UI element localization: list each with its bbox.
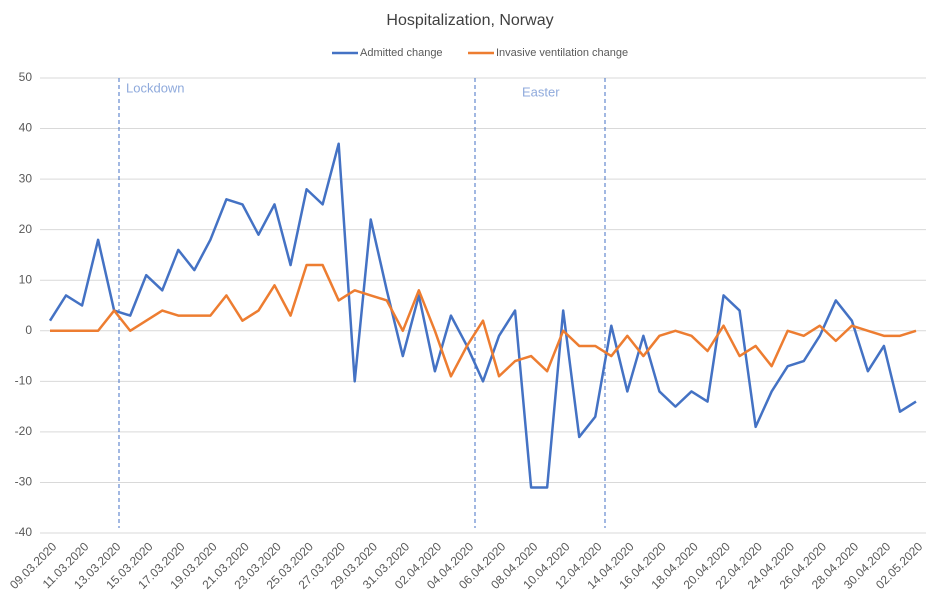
series-line [50,263,917,378]
series-line [48,142,917,489]
y-tick-label: -10 [15,374,33,388]
y-tick-label: 10 [19,272,33,286]
y-tick-label: 30 [19,171,33,185]
y-tick-label: 50 [19,70,33,84]
chart-title: Hospitalization, Norway [386,12,553,29]
legend-label: Invasive ventilation change [496,47,628,59]
y-tick-label: 0 [25,323,32,337]
legend-label: Admitted change [360,47,443,59]
annotation: Lockdown [126,80,185,95]
y-tick-label: 20 [19,222,33,236]
y-tick-label: -30 [15,475,33,489]
y-tick-label: -40 [15,525,33,539]
y-tick-label: -20 [15,424,33,438]
annotation: Easter [522,84,560,99]
y-tick-label: 40 [19,121,33,135]
